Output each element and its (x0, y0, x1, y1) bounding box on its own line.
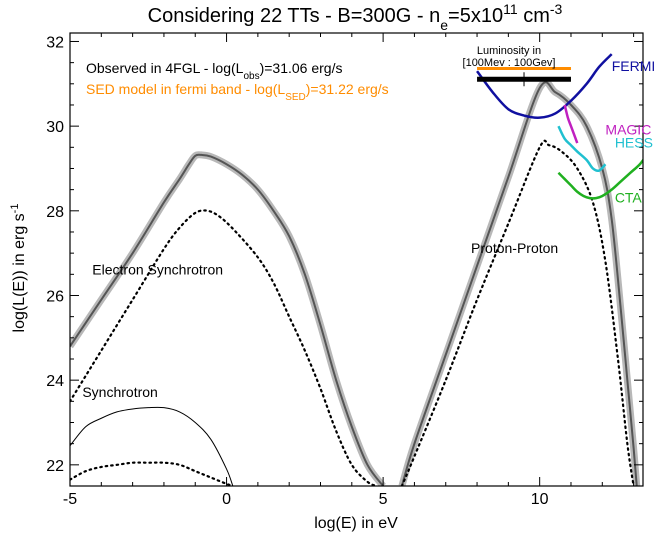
annotation-proton-proton: Proton-Proton (471, 240, 558, 256)
electron-synchrotron-line (70, 209, 378, 486)
y-tick-label: 32 (46, 34, 64, 51)
annotation-electron-synchrotron: Electron Synchrotron (92, 261, 223, 277)
title-sup1: 11 (503, 1, 518, 17)
x-tick-label: 10 (531, 491, 549, 508)
legend-observed-prefix: Observed in 4FGL - log(L (86, 60, 244, 76)
title-sup2: -3 (550, 1, 563, 17)
y-tick-label: 26 (46, 288, 64, 305)
fermi-line (476, 53, 613, 119)
x-tick-label: 5 (379, 491, 388, 508)
title-unit: cm (518, 5, 550, 27)
legend-observed-suffix: )=31.06 erg/s (260, 60, 343, 76)
instrument-label-cta: CTA (615, 189, 643, 205)
x-axis-label: log(E) in eV (314, 515, 398, 532)
y-axis-label: log(L(E)) in erg s-1 (9, 204, 28, 333)
total-line (70, 153, 384, 486)
instrument-label-fermi: FERMI (612, 58, 656, 74)
luminosity-label-line2: [100Mev : 100Gev] (463, 57, 556, 69)
y-tick-label: 30 (46, 119, 64, 136)
plot-frame (69, 32, 644, 487)
x-tick-label: 0 (222, 491, 231, 508)
proton-proton-line (400, 139, 635, 486)
synchrotron-line (70, 406, 234, 486)
secondary-dotted-line (70, 461, 234, 486)
x-tick-label: -5 (63, 491, 77, 508)
y-axis-label-main: log(L(E)) in erg s (11, 213, 28, 332)
y-axis-label-sup: -1 (9, 204, 21, 214)
legend-sed-suffix: )=31.22 erg/s (306, 81, 389, 97)
annotation-synchrotron: Synchrotron (82, 384, 157, 400)
legend-sed-sub: SED (285, 92, 306, 103)
annotations-layer: Electron Synchrotron Synchrotron Proton-Pr… (82, 58, 655, 400)
chart-title: Considering 22 TTs - B=300G - ne=5x1011 … (148, 1, 563, 33)
luminosity-label-line1: Luminosity in (477, 45, 541, 57)
y-tick-label: 24 (46, 373, 64, 390)
y-tick-label: 22 (46, 458, 64, 475)
title-prefix: Considering 22 TTs - B=300G - n (148, 5, 441, 27)
total-high-energy-line (400, 81, 638, 486)
axes-layer: -5 0 5 10 22 24 26 28 30 32 (46, 32, 644, 508)
total-line-halo (70, 151, 386, 486)
legend-sed-model: SED model in fermi band - log(LSED)=31.2… (86, 81, 389, 103)
title-mid: =5x10 (448, 5, 503, 27)
hess-line (557, 125, 607, 173)
y-tick-label: 28 (46, 204, 64, 221)
legend-observed: Observed in 4FGL - log(Lobs)=31.06 erg/s (86, 60, 342, 82)
title-sub: e (440, 17, 448, 33)
magic-line (563, 104, 579, 144)
cta-line (557, 158, 643, 200)
instrument-label-magic: MAGIC (605, 122, 651, 138)
legend-observed-sub: obs (243, 71, 259, 82)
legend: Observed in 4FGL - log(Lobs)=31.06 erg/s… (86, 60, 389, 103)
instrument-label-hess: HESS (615, 134, 653, 150)
series-layer (70, 53, 643, 486)
legend-sed-prefix: SED model in fermi band - log(L (86, 81, 285, 97)
